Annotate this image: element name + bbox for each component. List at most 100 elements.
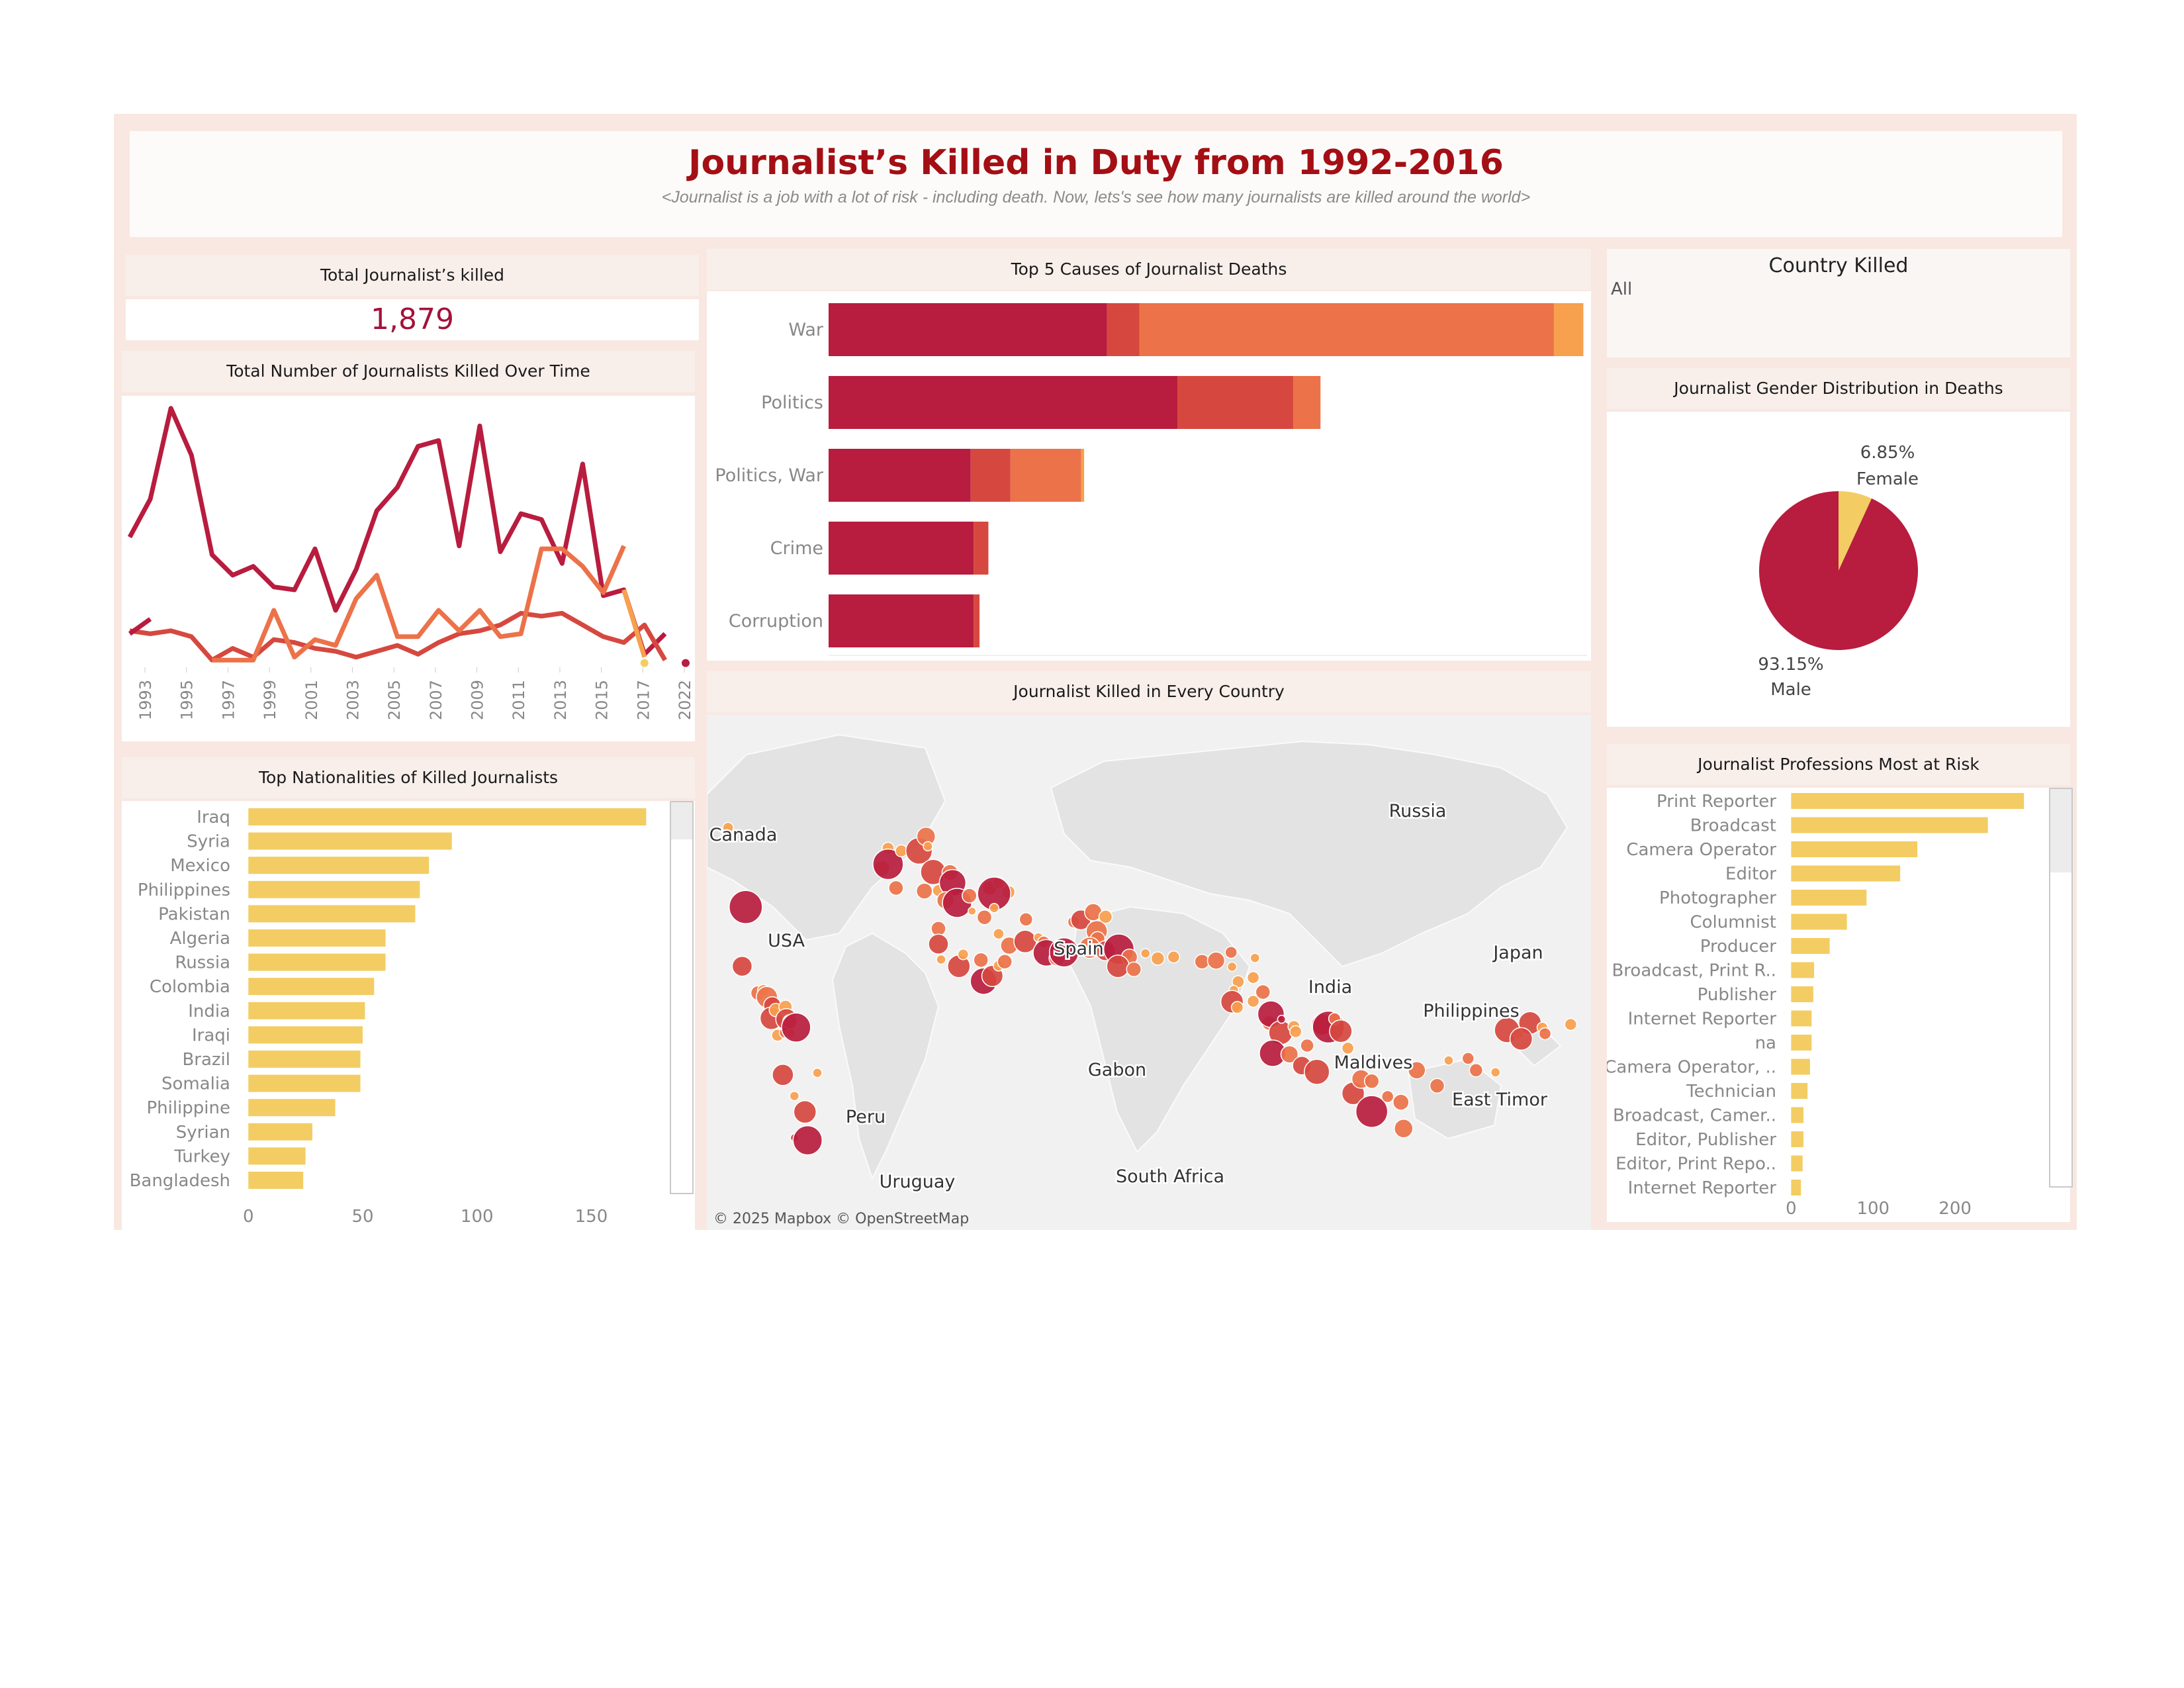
causes-bar-2-2 <box>1010 449 1081 502</box>
map-title: Journalist Killed in Every Country <box>707 671 1591 712</box>
causes-chart-panel: War Politics Politics, War Crime Corruption <box>707 291 1591 661</box>
map-country-label-8: India <box>1308 977 1352 998</box>
causes-bar-3-1 <box>974 522 989 575</box>
causes-bar-1-0 <box>829 376 1178 429</box>
nationality-category-label-5: Algeria <box>170 929 230 949</box>
map-marker-63 <box>1048 937 1079 968</box>
nationality-category-label-3: Philippines <box>138 880 230 900</box>
nationality-chart-panel: Iraq Syria Mexico Philippines Pakistan Algeri… <box>122 801 695 1230</box>
causes-bar-3-0 <box>829 522 974 575</box>
world-map[interactable]: Canada USA Peru Uruguay Spain Gabon South Afri… <box>706 715 1591 1230</box>
time-chart-panel: 1993 1995 1997 1999 2001 2003 2005 2007 2009 2011… <box>122 396 695 741</box>
map-land-2 <box>1050 740 1569 968</box>
pie-slice-female <box>1839 491 1872 571</box>
kpi-total-value: 1,879 <box>126 299 699 340</box>
time-series-line-2 <box>212 545 626 663</box>
map-marker-118 <box>1469 1063 1484 1078</box>
nationality-category-label-6: Russia <box>175 953 230 973</box>
map-marker-115 <box>1429 1078 1445 1094</box>
time-x-tick-label-10: 2013 <box>551 680 570 720</box>
map-marker-82 <box>1226 961 1238 972</box>
nationality-bar-4 <box>248 905 416 923</box>
map-marker-126 <box>1564 1017 1578 1031</box>
map-country-label-1: USA <box>768 931 805 951</box>
country-filter-label: Country Killed <box>1768 254 1909 277</box>
map-land-0 <box>706 733 946 941</box>
gender-chart-title: Journalist Gender Distribution in Deaths <box>1607 368 2070 409</box>
nationality-bar-9 <box>248 1026 363 1044</box>
map-marker-49 <box>957 949 970 961</box>
profession-category-label-6: Producer <box>1700 937 1777 957</box>
map-marker-20 <box>792 1125 823 1156</box>
map-marker-96 <box>1280 1045 1299 1064</box>
time-x-tick-label-6: 2005 <box>385 680 404 720</box>
profession-bar-7 <box>1791 962 1815 978</box>
kpi-header: Total Journalist’s killed <box>126 255 699 296</box>
country-filter-value[interactable]: All <box>1611 279 1633 299</box>
time-chart-title: Total Number of Journalists Killed Over … <box>122 351 695 392</box>
nationality-chart-title: Top Nationalities of Killed Journalists <box>122 757 695 798</box>
profession-category-label-9: Internet Reporter <box>1628 1009 1777 1029</box>
map-marker-31 <box>915 882 933 900</box>
map-marker-46 <box>928 933 949 955</box>
map-marker-44 <box>989 903 999 914</box>
profession-bar-4 <box>1791 890 1867 906</box>
map-marker-112 <box>1392 1094 1410 1111</box>
nationality-category-label-8: India <box>188 1002 230 1021</box>
causes-bar-2-3 <box>1081 449 1085 502</box>
time-series-line-0 <box>127 406 667 657</box>
map-marker-78 <box>1167 950 1181 964</box>
map-marker-54 <box>997 953 1013 970</box>
nationality-bar-chart: Iraq Syria Mexico Philippines Pakistan Algeri… <box>130 808 647 1227</box>
map-marker-109 <box>1363 1073 1380 1089</box>
nationality-bar-5 <box>248 929 386 947</box>
nationality-x-tick-3: 150 <box>575 1207 608 1227</box>
profession-x-tick-2: 200 <box>1938 1199 1972 1219</box>
profession-scroll-thumb[interactable] <box>2050 789 2071 872</box>
profession-category-label-8: Publisher <box>1698 985 1777 1005</box>
causes-category-label-4: Corruption <box>729 611 823 632</box>
causes-bar-2-1 <box>970 449 1011 502</box>
map-marker-58 <box>1013 929 1037 954</box>
nationality-scrollbar[interactable] <box>670 801 694 1194</box>
nationality-category-label-12: Philippine <box>146 1098 230 1118</box>
causes-bar-0-0 <box>829 303 1107 356</box>
map-marker-16 <box>772 1064 794 1086</box>
nationality-bar-0 <box>248 808 647 825</box>
profession-chart-title: Journalist Professions Most at Risk <box>1607 744 2070 785</box>
page-title: Journalist’s Killed in Duty from 1992-20… <box>688 143 1504 183</box>
map-marker-119 <box>1490 1067 1501 1078</box>
profession-scrollbar[interactable] <box>2049 788 2073 1188</box>
nationality-x-tick-1: 50 <box>351 1207 373 1227</box>
nationality-category-label-1: Syria <box>187 832 230 852</box>
profession-category-label-0: Print Reporter <box>1657 792 1776 812</box>
map-marker-47 <box>936 954 946 965</box>
profession-bar-chart: Print Reporter Broadcast Camera Operator Ed… <box>1604 792 2025 1219</box>
gender-pie-chart: 6.85% Female 93.15% Male <box>1758 443 1919 700</box>
map-marker-77 <box>1150 951 1165 966</box>
nationality-scroll-thumb[interactable] <box>671 802 692 839</box>
map-panel[interactable]: Canada USA Peru Uruguay Spain Gabon South Afri… <box>706 715 1591 1230</box>
nationality-category-label-14: Turkey <box>173 1147 230 1166</box>
map-marker-86 <box>1230 1001 1244 1014</box>
country-filter[interactable]: Country Killed All <box>1607 249 2070 357</box>
time-series-line-1 <box>129 610 667 663</box>
profession-bar-2 <box>1791 841 1918 857</box>
pie-name-label-1: Male <box>1770 680 1811 700</box>
time-series-line-3 <box>621 588 647 658</box>
map-country-label-5: Gabon <box>1088 1060 1146 1080</box>
map-country-label-4: Spain <box>1054 939 1103 959</box>
title-banner: Journalist’s Killed in Duty from 1992-20… <box>130 131 2062 237</box>
nationality-category-label-11: Somalia <box>161 1074 230 1094</box>
map-marker-25 <box>888 880 904 896</box>
nationality-category-label-7: Colombia <box>150 977 230 997</box>
map-country-label-9: Maldives <box>1334 1053 1413 1073</box>
time-line-chart: 1993 1995 1997 1999 2001 2003 2005 2007 2009 2011… <box>127 406 694 720</box>
nationality-bar-1 <box>248 832 452 850</box>
map-marker-55 <box>1019 912 1034 927</box>
map-marker-95 <box>1277 1015 1287 1024</box>
profession-category-label-11: Camera Operator, .. <box>1607 1058 1776 1078</box>
time-x-tick-label-7: 2007 <box>427 680 445 720</box>
nationality-category-label-13: Syrian <box>176 1123 230 1143</box>
time-x-tick-label-12: 2017 <box>634 680 653 720</box>
